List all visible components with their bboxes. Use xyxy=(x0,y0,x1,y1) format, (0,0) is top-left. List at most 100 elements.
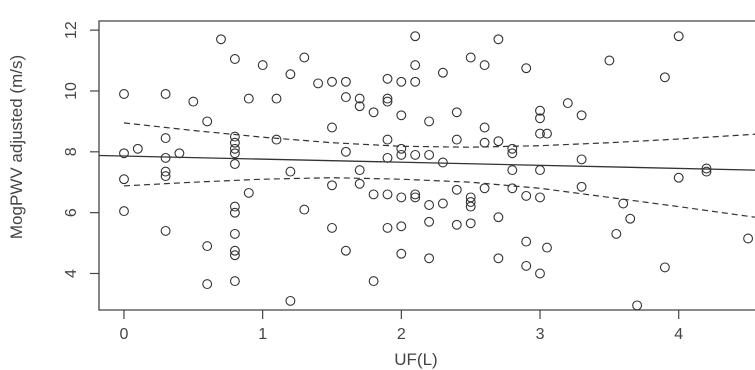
data-point xyxy=(119,148,129,159)
data-point xyxy=(119,174,129,185)
data-point xyxy=(285,166,296,177)
data-point xyxy=(271,134,282,145)
data-point xyxy=(382,93,393,104)
data-point xyxy=(424,116,435,127)
y-tick-label: 10 xyxy=(63,82,80,100)
x-tick-label: 3 xyxy=(536,326,545,343)
data-point xyxy=(507,148,518,159)
y-tick-label: 4 xyxy=(63,269,80,278)
data-point xyxy=(576,181,587,192)
data-point xyxy=(451,219,462,230)
data-point xyxy=(535,105,545,116)
data-point xyxy=(354,178,365,189)
data-point xyxy=(229,207,240,218)
data-point xyxy=(410,31,421,42)
y-axis: 4 6 8 10 12 xyxy=(63,21,99,278)
data-point xyxy=(229,245,240,256)
data-point xyxy=(229,276,240,287)
data-point xyxy=(340,92,351,103)
data-point xyxy=(340,76,351,87)
data-point xyxy=(382,152,393,163)
data-point xyxy=(119,89,129,99)
data-point xyxy=(299,52,310,63)
data-point xyxy=(160,225,171,236)
data-point xyxy=(493,34,504,45)
y-tick-label: 6 xyxy=(63,208,80,217)
data-point xyxy=(465,52,476,63)
data-point xyxy=(202,116,213,127)
data-point xyxy=(368,107,379,118)
data-point xyxy=(382,189,393,200)
data-point xyxy=(160,133,171,144)
data-point xyxy=(160,89,171,99)
data-point xyxy=(535,192,545,203)
data-point xyxy=(424,200,435,210)
confidence-band-upper xyxy=(123,122,755,148)
data-point xyxy=(410,189,421,200)
data-point xyxy=(327,180,337,191)
data-point xyxy=(354,93,365,104)
data-point xyxy=(465,201,476,212)
data-point xyxy=(354,165,365,176)
data-point xyxy=(424,149,435,160)
data-point xyxy=(396,149,407,160)
data-point xyxy=(396,76,407,87)
data-point xyxy=(410,60,421,71)
data-point xyxy=(479,137,490,148)
data-point xyxy=(493,253,504,264)
data-point xyxy=(451,184,462,195)
data-point xyxy=(229,250,240,261)
data-point xyxy=(479,122,490,133)
data-point xyxy=(521,260,532,271)
data-point xyxy=(132,143,143,154)
data-point xyxy=(507,143,518,154)
data-point xyxy=(340,146,351,157)
data-point xyxy=(229,148,240,159)
plot-area xyxy=(98,20,755,311)
data-point xyxy=(202,279,213,290)
x-tick-label: 4 xyxy=(674,326,683,343)
y-tick-label: 12 xyxy=(63,21,80,39)
data-point xyxy=(229,201,240,212)
data-point xyxy=(188,96,199,107)
x-axis-label: UF(L) xyxy=(394,350,437,369)
data-point xyxy=(160,152,171,163)
data-point xyxy=(313,78,324,89)
data-point xyxy=(673,31,684,42)
data-point xyxy=(368,276,379,287)
x-tick-label: 0 xyxy=(120,326,129,343)
data-point xyxy=(229,159,240,169)
data-point xyxy=(659,262,670,273)
data-point xyxy=(396,221,407,232)
data-point xyxy=(229,228,240,239)
x-tick-label: 1 xyxy=(258,326,267,343)
data-point xyxy=(174,148,185,159)
data-point xyxy=(535,268,545,279)
data-point xyxy=(493,212,504,223)
data-point xyxy=(479,183,490,194)
data-point xyxy=(542,128,552,139)
data-point xyxy=(625,213,636,224)
data-point xyxy=(285,295,296,306)
data-point xyxy=(410,149,421,160)
data-point xyxy=(216,34,226,45)
data-point xyxy=(354,101,365,112)
data-point xyxy=(659,72,670,83)
x-axis: 0 1 2 3 4 xyxy=(120,310,683,343)
data-point xyxy=(243,187,254,198)
data-point xyxy=(521,190,532,201)
x-tick-label: 2 xyxy=(397,326,406,343)
data-point xyxy=(437,157,448,168)
data-point xyxy=(327,222,337,233)
y-tick-label: 8 xyxy=(63,147,80,156)
data-point xyxy=(701,166,712,177)
data-point xyxy=(493,136,504,147)
data-point xyxy=(285,69,296,80)
data-point xyxy=(396,192,407,203)
data-point xyxy=(604,55,615,66)
data-point xyxy=(119,206,129,217)
data-point xyxy=(535,128,545,139)
plot-frame xyxy=(98,20,755,311)
data-point xyxy=(632,300,643,311)
data-point xyxy=(673,172,684,183)
